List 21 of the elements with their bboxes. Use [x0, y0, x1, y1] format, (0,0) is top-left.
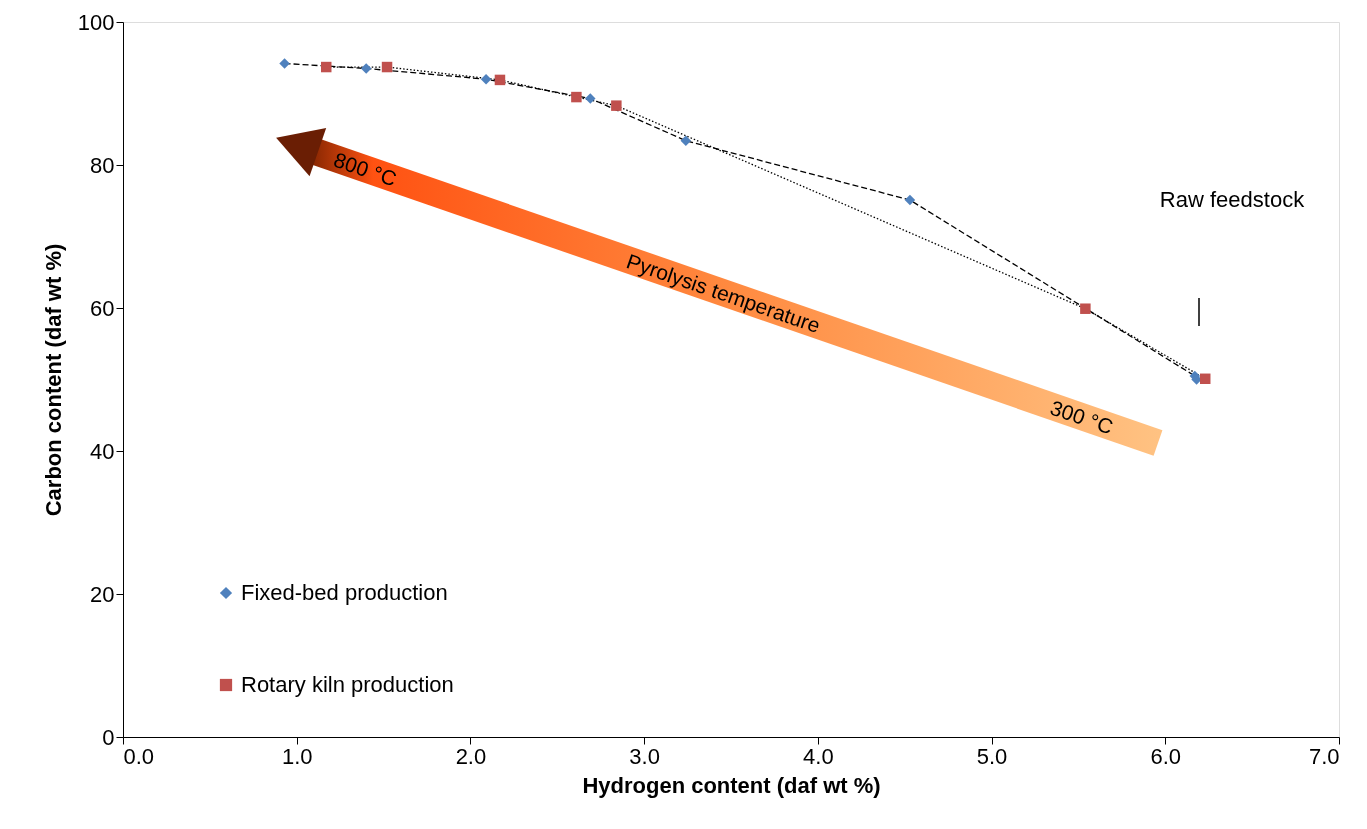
y-tick-label: 0 [102, 724, 115, 750]
x-tick-label: 7.0 [1308, 743, 1340, 769]
y-tick-label: 60 [90, 295, 115, 321]
legend-label: Rotary kiln production [241, 672, 454, 697]
x-tick-label: 0.0 [123, 743, 155, 769]
x-axis-title: Hydrogen content (daf wt %) [582, 772, 881, 798]
x-tick-label: 1.0 [281, 743, 313, 769]
y-tick-label: 100 [77, 9, 115, 35]
y-tick-label: 40 [90, 438, 115, 464]
x-tick-label: 6.0 [1150, 743, 1182, 769]
x-tick-label: 3.0 [629, 743, 660, 769]
annotation: 300 °C [1047, 395, 1116, 439]
legend-label: Fixed-bed production [241, 580, 448, 605]
annotation: 800 °C [330, 147, 400, 191]
y-tick-label: 80 [90, 152, 115, 178]
annotation: Raw feedstock [1159, 187, 1306, 212]
x-tick-label: 5.0 [976, 743, 1008, 769]
y-tick-label: 20 [90, 581, 115, 607]
y-axis-title: Carbon content (daf wt %) [40, 243, 66, 517]
x-tick-label: 2.0 [455, 743, 487, 769]
x-tick-label: 4.0 [803, 743, 834, 769]
